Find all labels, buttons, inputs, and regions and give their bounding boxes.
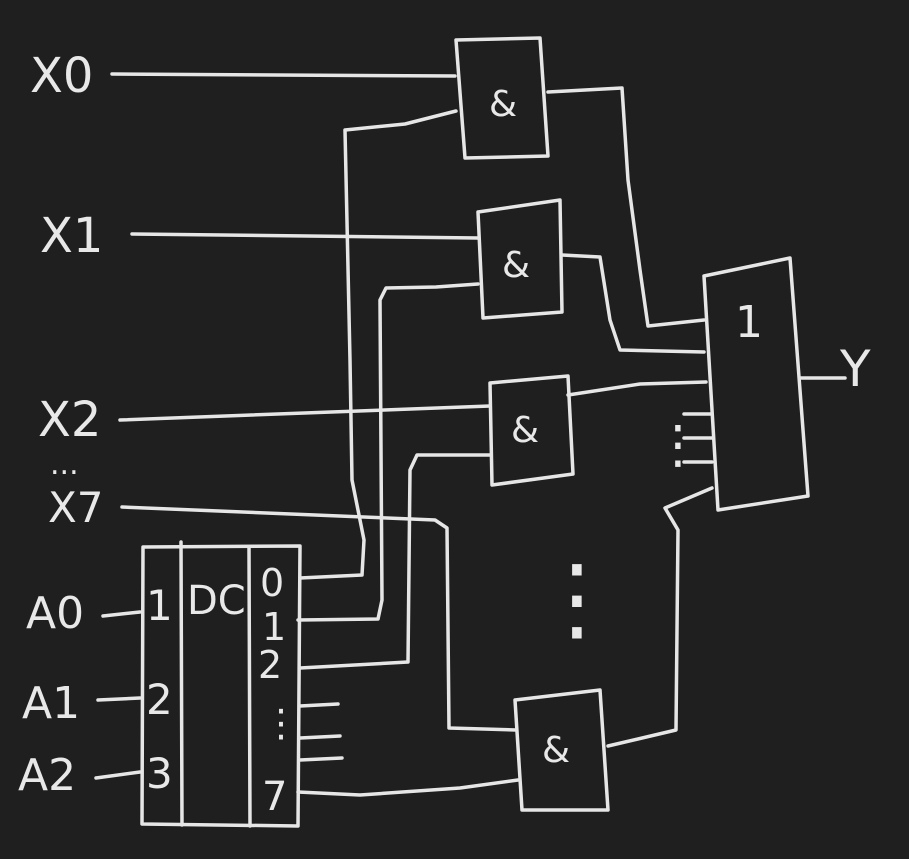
input-label-x0: X0: [30, 48, 93, 104]
wire-x1: [130, 232, 480, 240]
address-label-a2: A2: [18, 750, 76, 801]
wire-dc-dots-b: [298, 734, 342, 740]
decoder-input-pin-3: 3: [146, 749, 173, 798]
wire-dc-dots-c: [298, 756, 344, 762]
input-label-x7: X7: [48, 483, 104, 532]
and-gate-7-label: &: [542, 730, 570, 771]
decoder-block: [140, 540, 302, 828]
decoder-label: DC: [187, 578, 246, 624]
wire-dc1-and1: [296, 282, 480, 622]
and-gate-1-label: &: [502, 245, 530, 286]
and-gate-1: [476, 198, 564, 320]
and-gates-ellipsis: ⋮: [531, 545, 623, 652]
decoder-output-pin-7: 7: [262, 774, 287, 820]
decoder-output-dots: ⋮: [262, 701, 300, 745]
input-ellipsis: ...: [50, 447, 79, 482]
decoder-output-pin-2: 2: [258, 643, 282, 687]
and-gate-0-label: &: [489, 84, 517, 125]
decoder-output-pin-1: 1: [262, 605, 286, 649]
and-gate-2: [488, 374, 575, 487]
decoder-input-pin-2: 2: [146, 675, 173, 724]
wire-and2-or: [566, 380, 708, 397]
or-gate: [702, 256, 810, 512]
and-gate-7: [513, 688, 610, 812]
and-gate-2-label: &: [511, 410, 539, 451]
wire-and0-or: [546, 86, 706, 328]
wire-x0: [110, 72, 457, 78]
wire-and7-or: [606, 486, 714, 748]
wire-a2: [94, 770, 142, 780]
decoder-input-pin-1: 1: [146, 581, 173, 630]
or-gate-label: 1: [735, 297, 763, 348]
input-label-x2: X2: [38, 392, 101, 448]
address-label-a1: A1: [22, 678, 80, 729]
wire-dc-dots-a: [298, 702, 340, 708]
wire-dc0-and0: [298, 109, 458, 580]
decoder-output-pin-0: 0: [260, 561, 284, 605]
output-label-y: Y: [839, 340, 871, 398]
wire-a1: [96, 696, 142, 702]
input-label-x1: X1: [40, 208, 103, 264]
wire-x2: [118, 404, 492, 422]
address-label-a0: A0: [26, 588, 84, 639]
or-inputs-dots: ⋮: [652, 415, 704, 475]
and-gate-0: [454, 36, 550, 160]
wire-and1-or: [560, 253, 706, 354]
wire-dc7-and7: [296, 778, 520, 797]
wire-dc2-and2: [298, 453, 492, 670]
wire-a0: [101, 610, 142, 618]
wire-x7: [120, 505, 518, 732]
